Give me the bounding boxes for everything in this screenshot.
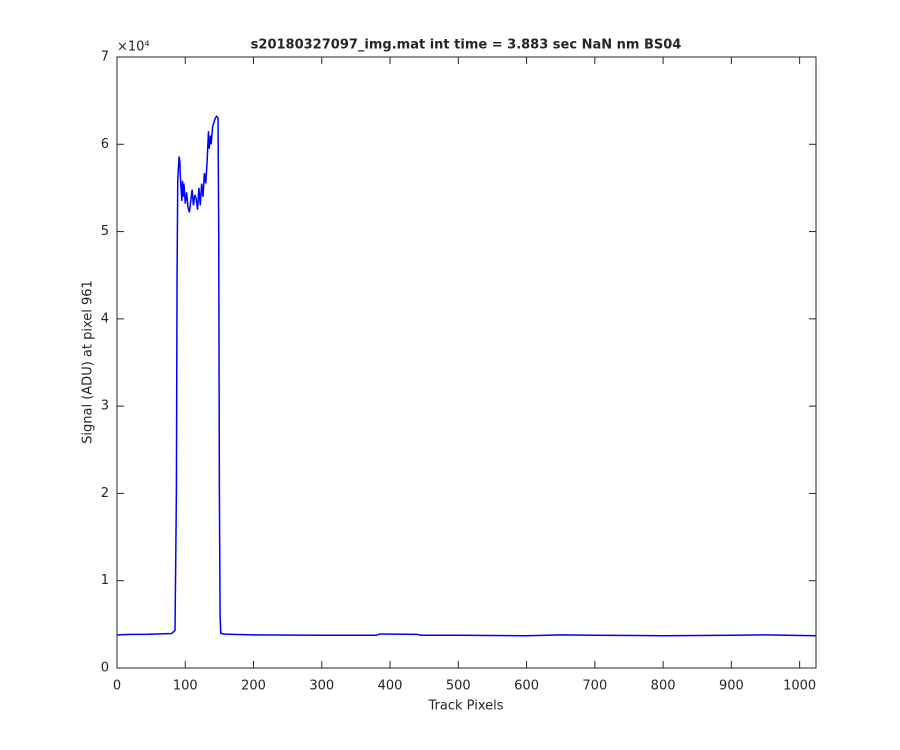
- y-tick-label: 7: [101, 50, 109, 65]
- x-axis-label: Track Pixels: [428, 699, 504, 714]
- y-tick-label: 6: [101, 137, 109, 152]
- y-axis-label: Signal (ADU) at pixel 961: [81, 280, 96, 444]
- y-exponent-label: ×10⁴: [117, 40, 150, 55]
- x-tick-label: 0: [113, 679, 121, 694]
- x-tick-label: 700: [582, 679, 607, 694]
- y-tick-label: 5: [101, 224, 109, 239]
- x-tick-label: 200: [241, 679, 266, 694]
- y-tick-label: 1: [101, 573, 109, 588]
- axes-box: [116, 56, 817, 669]
- y-tick-label: 3: [101, 399, 109, 414]
- x-tick-label: 900: [719, 679, 744, 694]
- x-tick-label: 1000: [783, 679, 816, 694]
- x-tick-label: 500: [446, 679, 471, 694]
- chart-title: s20180327097_img.mat int time = 3.883 se…: [251, 38, 682, 53]
- data-line: [116, 115, 817, 637]
- x-tick-label: 300: [309, 679, 334, 694]
- y-tick-label: 0: [101, 661, 109, 676]
- x-tick-label: 800: [651, 679, 676, 694]
- y-tick-label: 2: [101, 486, 109, 501]
- y-tick-label: 4: [101, 311, 109, 326]
- x-tick-label: 100: [173, 679, 198, 694]
- x-tick-label: 400: [378, 679, 403, 694]
- x-tick-label: 600: [514, 679, 539, 694]
